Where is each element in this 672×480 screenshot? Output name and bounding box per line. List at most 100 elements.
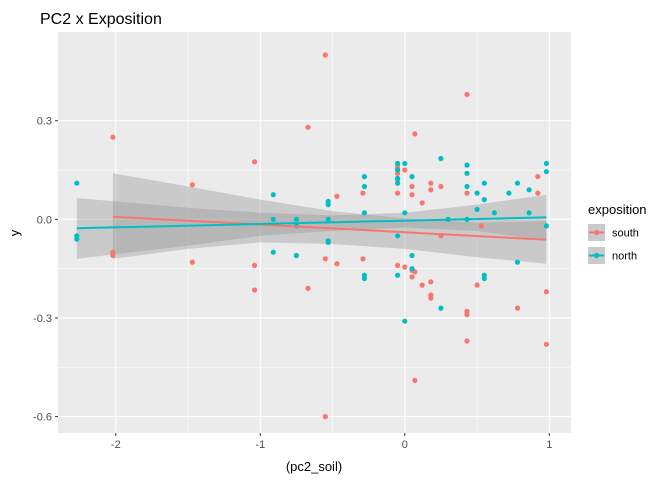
point-south: [464, 190, 470, 196]
grid: [58, 32, 571, 433]
y-tick-label: 0.0: [37, 214, 52, 226]
point-north: [325, 239, 331, 245]
point-south: [402, 167, 408, 173]
point-north: [361, 210, 367, 216]
point-north: [409, 174, 415, 180]
trend-line-south: [112, 215, 547, 241]
point-north: [395, 167, 401, 173]
point-south: [478, 223, 484, 229]
point-north: [474, 190, 480, 196]
point-north: [270, 216, 276, 222]
point-south: [412, 377, 418, 383]
point-south: [464, 91, 470, 98]
point-north: [402, 160, 408, 167]
trend-lines: [76, 215, 547, 241]
point-north: [514, 259, 521, 265]
point-south: [334, 193, 340, 199]
point-north: [543, 223, 550, 229]
legend-label-north: north: [612, 251, 637, 263]
point-north: [395, 233, 401, 239]
point-north: [464, 162, 470, 168]
point-north: [409, 266, 415, 272]
point-south: [428, 187, 434, 193]
point-north: [506, 190, 512, 196]
point-north: [325, 216, 331, 222]
point-south: [360, 256, 366, 262]
point-south: [419, 282, 425, 288]
point-south: [409, 183, 415, 190]
point-south: [419, 200, 425, 206]
point-south: [395, 262, 401, 268]
legend-label-south: south: [612, 228, 639, 240]
point-north: [491, 210, 497, 216]
legend-key-point-north: [593, 252, 600, 259]
point-north: [361, 174, 367, 180]
point-south: [251, 159, 258, 165]
x-axis: -2 -1 0 1: [111, 433, 552, 451]
point-north: [543, 160, 550, 167]
chart-title: PC2 x Exposition: [40, 11, 162, 28]
point-north: [464, 170, 470, 176]
point-south: [305, 285, 311, 291]
point-north: [526, 187, 532, 193]
point-south: [322, 256, 328, 262]
x-tick-label: 1: [546, 439, 552, 451]
data-points: [74, 52, 550, 420]
point-north: [395, 175, 401, 181]
y-tick-label: -0.3: [33, 313, 52, 325]
y-axis: 0.3 0.0 -0.3 -0.6: [33, 116, 58, 424]
point-south: [189, 182, 195, 188]
point-north: [514, 180, 521, 186]
point-north: [402, 318, 408, 324]
legend-key-point-south: [593, 229, 600, 236]
point-south: [360, 190, 366, 196]
point-south: [409, 192, 415, 198]
point-north: [409, 252, 415, 259]
point-north: [481, 275, 487, 282]
point-south: [428, 295, 434, 301]
point-north: [474, 206, 480, 213]
point-south: [251, 262, 258, 268]
y-tick-label: -0.6: [33, 412, 52, 424]
point-south: [535, 174, 541, 180]
point-north: [395, 272, 401, 278]
point-south: [110, 134, 116, 140]
x-tick-label: -1: [255, 439, 265, 451]
point-south: [110, 252, 116, 259]
point-north: [270, 192, 276, 198]
point-south: [428, 279, 434, 285]
point-north: [361, 183, 367, 190]
point-north: [464, 183, 470, 190]
point-south: [514, 305, 521, 311]
plot-panel: [58, 32, 571, 433]
point-north: [543, 169, 550, 175]
point-south: [322, 52, 328, 58]
point-north: [481, 180, 487, 186]
point-north: [395, 180, 401, 186]
point-south: [322, 414, 328, 420]
point-north: [270, 249, 276, 255]
point-north: [293, 216, 299, 222]
point-south: [409, 274, 415, 280]
point-north: [438, 155, 444, 162]
point-south: [464, 338, 470, 344]
point-north: [325, 202, 331, 208]
point-south: [464, 312, 470, 318]
point-north: [74, 236, 80, 242]
point-south: [543, 289, 550, 295]
point-south: [402, 264, 408, 270]
point-north: [293, 252, 299, 259]
x-axis-label: (pc2_soil): [286, 459, 342, 474]
point-south: [474, 282, 480, 288]
point-south: [438, 183, 444, 190]
point-south: [412, 131, 418, 137]
point-north: [395, 160, 401, 167]
point-south: [428, 180, 434, 186]
point-south: [395, 190, 401, 196]
point-south: [334, 261, 340, 267]
point-south: [543, 341, 550, 347]
y-axis-label: y: [7, 229, 22, 236]
point-north: [481, 197, 487, 203]
y-tick-label: 0.3: [37, 116, 52, 128]
